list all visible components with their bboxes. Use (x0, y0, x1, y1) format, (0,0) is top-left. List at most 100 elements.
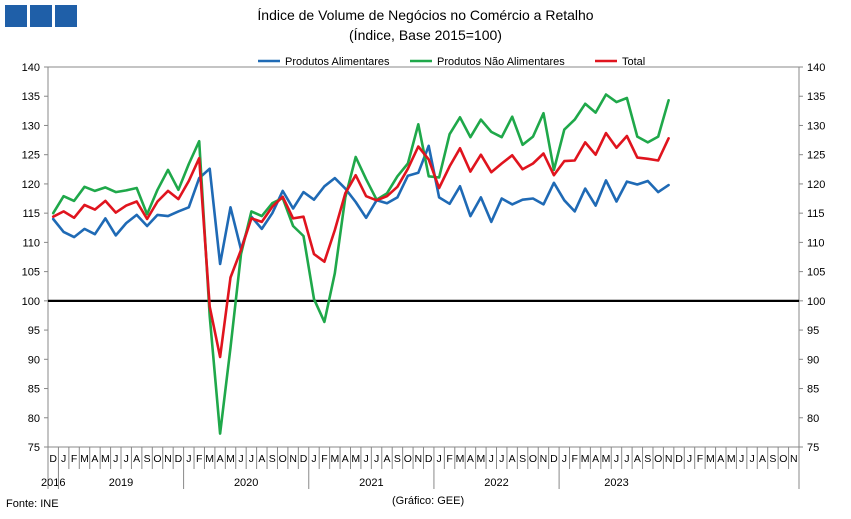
x-month-label: O (153, 453, 161, 465)
legend-label: Total (622, 56, 645, 68)
x-year-label: 2021 (359, 477, 383, 489)
x-month-label: N (540, 453, 548, 465)
x-month-label: J (624, 453, 629, 465)
x-month-label: J (364, 453, 369, 465)
x-month-label: A (509, 453, 516, 465)
y-tick-label-left: 80 (28, 413, 40, 425)
logo-block-3 (55, 5, 77, 27)
y-tick-label-right: 80 (807, 413, 819, 425)
x-month-label: S (519, 453, 526, 465)
x-month-label: S (644, 453, 651, 465)
y-tick-label-left: 90 (28, 354, 40, 366)
y-tick-label-right: 135 (807, 91, 825, 103)
x-month-label: J (186, 453, 191, 465)
series-line-3 (51, 131, 670, 359)
x-month-label: A (383, 453, 390, 465)
x-month-label: J (311, 453, 316, 465)
y-tick-label-right: 115 (807, 208, 825, 220)
y-tick-label-right: 95 (807, 325, 819, 337)
x-month-label: M (351, 453, 360, 465)
chart-title: Índice de Volume de Negócios no Comércio… (257, 7, 594, 23)
x-year-label: 2016 (41, 477, 65, 489)
x-month-label: D (425, 453, 433, 465)
x-month-label: N (164, 453, 172, 465)
x-month-label: A (133, 453, 140, 465)
x-month-label: A (634, 453, 641, 465)
series-line-2 (51, 93, 670, 435)
y-tick-label-right: 130 (807, 120, 825, 132)
y-tick-label-left: 110 (22, 237, 40, 249)
x-month-label: A (217, 453, 224, 465)
logo-block-1 (5, 5, 27, 27)
x-month-label: F (572, 453, 578, 465)
source-note: Fonte: INE (6, 498, 59, 510)
y-tick-label-right: 85 (807, 384, 819, 396)
x-month-label: A (342, 453, 349, 465)
x-month-label: F (446, 453, 452, 465)
y-tick-label-right: 105 (807, 267, 825, 279)
y-tick-label-left: 95 (28, 325, 40, 337)
x-month-label: F (71, 453, 77, 465)
x-month-label: F (697, 453, 703, 465)
x-month-label: J (489, 453, 494, 465)
x-month-label: F (321, 453, 327, 465)
y-tick-label-left: 125 (22, 150, 40, 162)
y-tick-label-left: 105 (22, 267, 40, 279)
x-month-label: M (581, 453, 590, 465)
x-month-label: J (562, 453, 567, 465)
x-month-label: N (665, 453, 673, 465)
x-month-label: D (175, 453, 183, 465)
x-month-label: M (727, 453, 736, 465)
y-tick-label-right: 90 (807, 354, 819, 366)
x-month-label: S (769, 453, 776, 465)
x-month-label: F (196, 453, 202, 465)
x-month-label: M (706, 453, 715, 465)
y-tick-label-left: 75 (28, 442, 40, 454)
x-year-label: 2023 (604, 477, 628, 489)
x-month-label: J (499, 453, 504, 465)
x-month-label: J (374, 453, 379, 465)
x-month-label: M (330, 453, 339, 465)
y-tick-label-right: 120 (807, 179, 825, 191)
x-month-label: N (790, 453, 798, 465)
y-tick-label-left: 130 (22, 120, 40, 132)
x-year-label: 2019 (109, 477, 133, 489)
x-month-label: M (205, 453, 214, 465)
x-month-label: J (739, 453, 744, 465)
x-month-label: M (80, 453, 89, 465)
x-month-label: J (61, 453, 66, 465)
y-tick-label-left: 100 (22, 296, 40, 308)
x-month-label: M (456, 453, 465, 465)
x-month-label: O (529, 453, 537, 465)
y-tick-label-left: 120 (22, 179, 40, 191)
x-month-label: S (269, 453, 276, 465)
legend-label: Produtos Não Alimentares (437, 56, 565, 68)
x-month-label: A (258, 453, 265, 465)
y-tick-label-left: 140 (22, 62, 40, 74)
x-month-label: O (279, 453, 287, 465)
x-month-label: J (687, 453, 692, 465)
y-tick-label-right: 100 (807, 296, 825, 308)
y-tick-label-right: 125 (807, 150, 825, 162)
legend-label: Produtos Alimentares (285, 56, 390, 68)
x-month-label: A (467, 453, 474, 465)
logo-block-2 (30, 5, 52, 27)
x-month-label: M (602, 453, 611, 465)
x-month-label: A (592, 453, 599, 465)
x-month-label: A (759, 453, 766, 465)
x-month-label: D (300, 453, 308, 465)
x-month-label: N (289, 453, 297, 465)
x-month-label: O (779, 453, 787, 465)
x-month-label: N (414, 453, 422, 465)
x-year-label: 2022 (484, 477, 508, 489)
x-month-label: D (49, 453, 57, 465)
x-month-label: A (91, 453, 98, 465)
x-month-label: J (249, 453, 254, 465)
x-month-label: D (550, 453, 558, 465)
x-month-label: J (238, 453, 243, 465)
x-month-label: S (144, 453, 151, 465)
x-month-label: S (394, 453, 401, 465)
x-month-label: J (124, 453, 129, 465)
y-tick-label-right: 140 (807, 62, 825, 74)
x-month-label: A (717, 453, 724, 465)
